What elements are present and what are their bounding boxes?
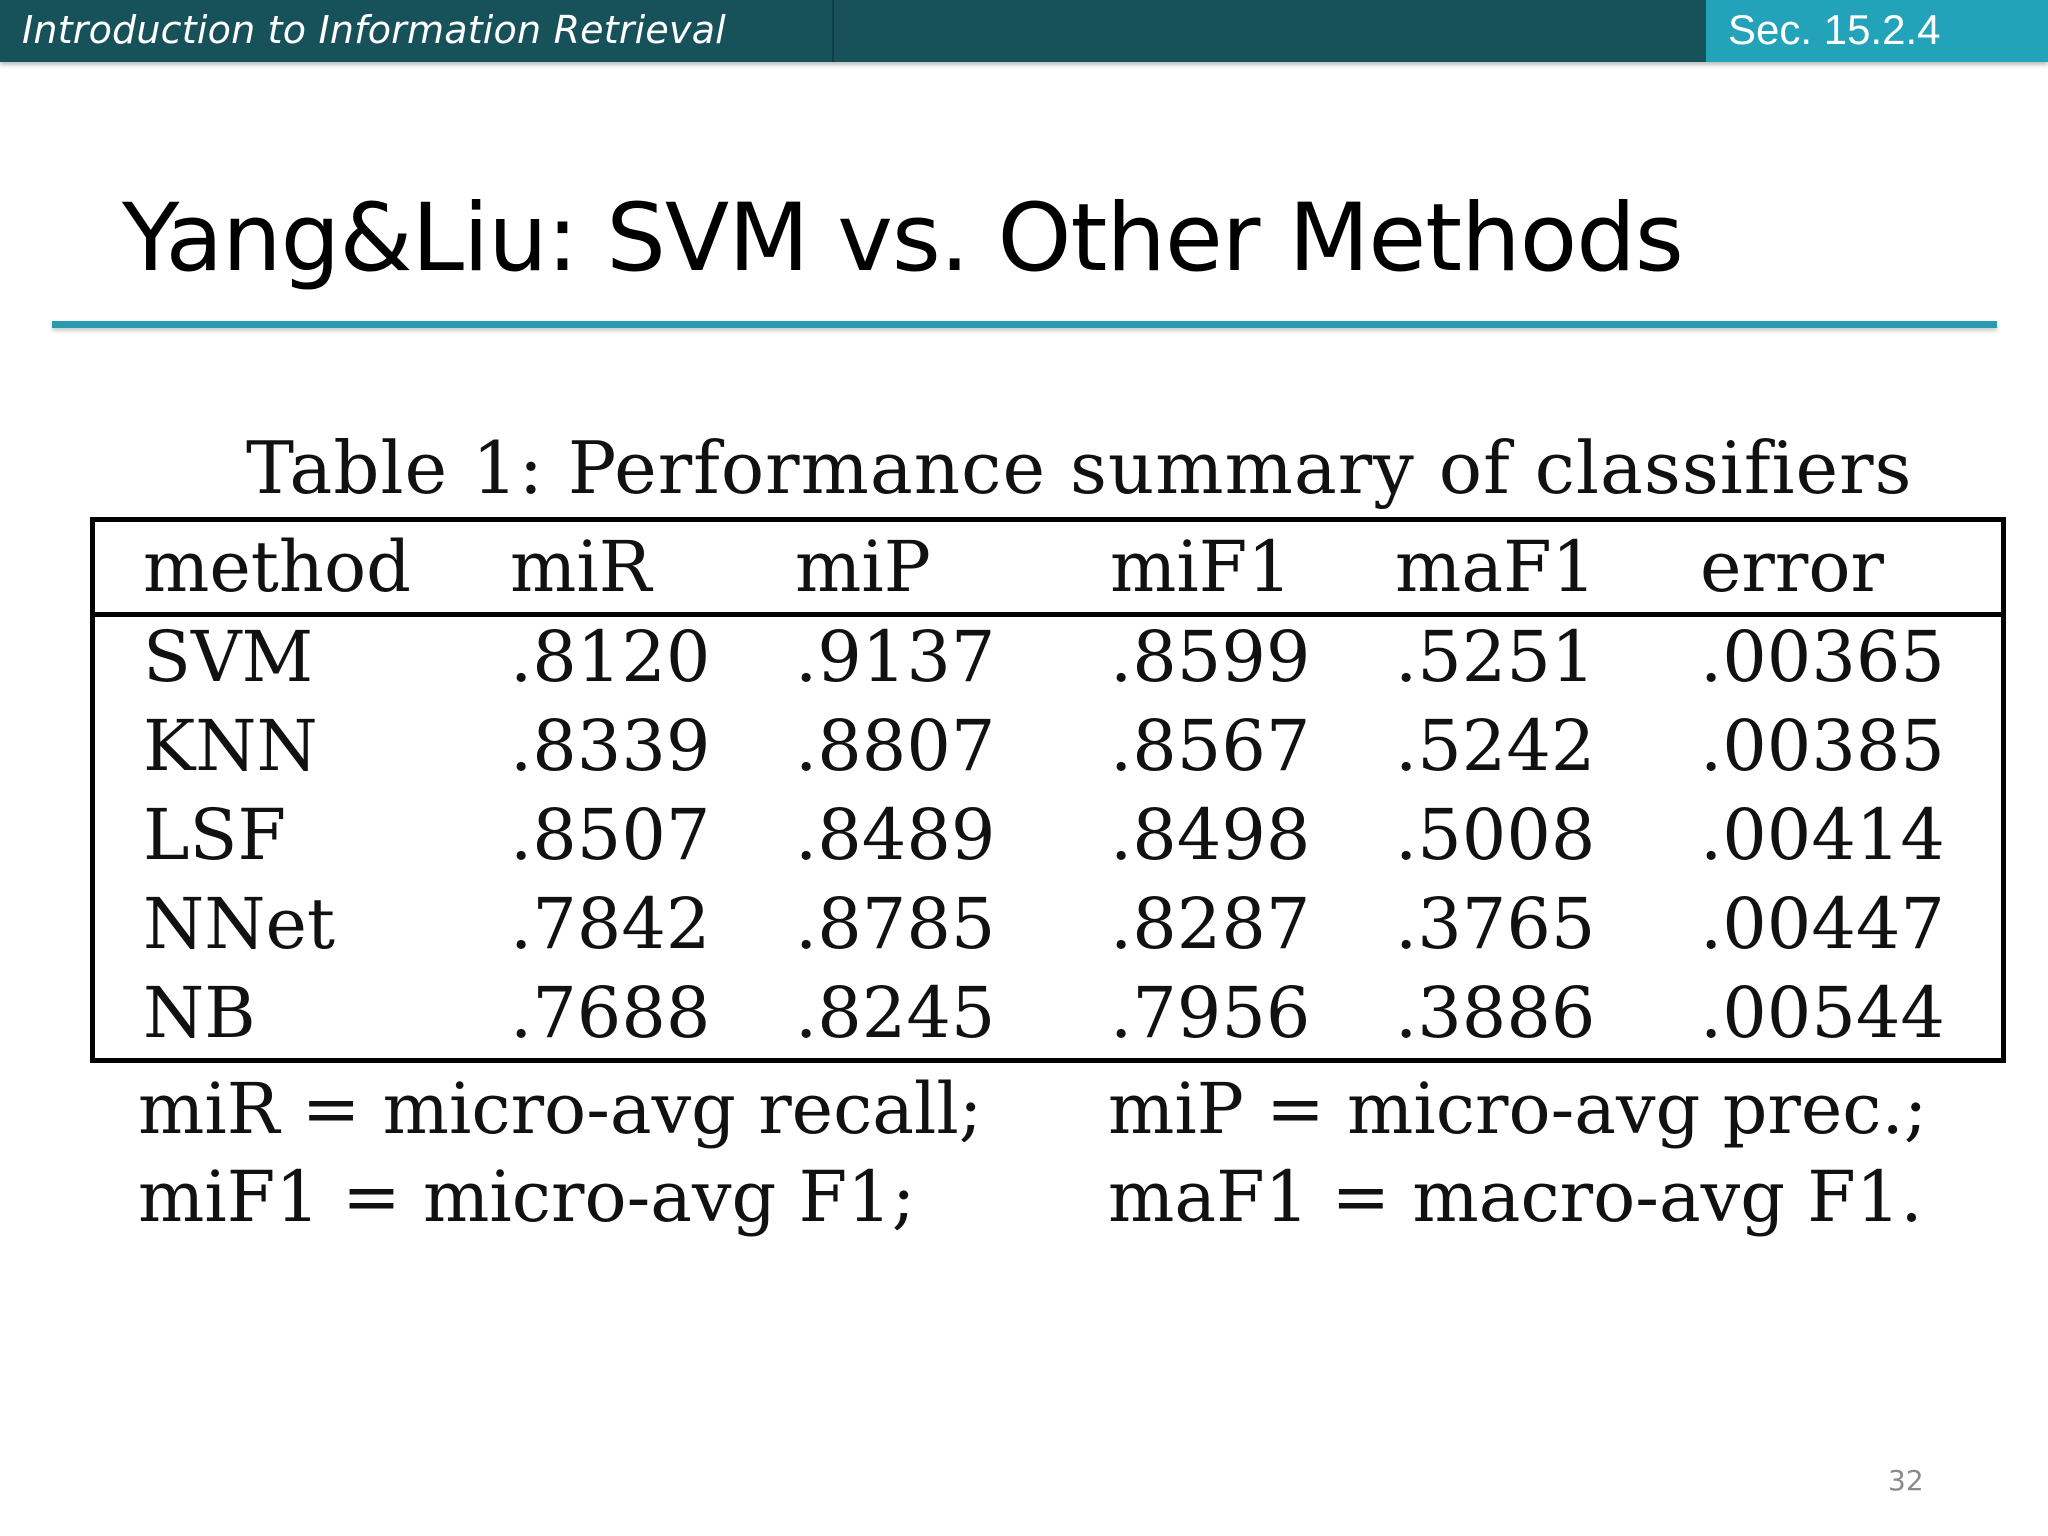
footnote-mif1: miF1 = micro-avg F1;	[138, 1156, 916, 1238]
table-cell-maf1: .5251	[1395, 616, 1596, 698]
table-cell-mif1: .8567	[1110, 705, 1311, 787]
performance-table: method miR miP miF1 maF1 error SVM .8120…	[90, 517, 2006, 1063]
column-header-mip: miP	[795, 526, 931, 608]
table-cell-maf1: .5242	[1395, 705, 1596, 787]
table-header-rule	[95, 612, 2001, 617]
table-cell-mir: .7842	[510, 883, 711, 965]
table-cell-method: LSF	[143, 794, 287, 876]
footnote-mip: miP = micro-avg prec.;	[1108, 1068, 1928, 1150]
footnote-maf1: maF1 = macro-avg F1.	[1108, 1156, 1923, 1238]
table-caption: Table 1: Performance summary of classifi…	[246, 426, 1913, 510]
course-title: Introduction to Information Retrieval	[22, 8, 726, 52]
table-cell-mif1: .8599	[1110, 616, 1311, 698]
table-cell-maf1: .3765	[1395, 883, 1596, 965]
column-header-maf1: maF1	[1395, 526, 1597, 608]
table-cell-method: NNet	[143, 883, 336, 965]
table-cell-error: .00414	[1700, 794, 1945, 876]
table-cell-mif1: .8498	[1110, 794, 1311, 876]
table-cell-method: SVM	[143, 616, 314, 698]
table-cell-mif1: .7956	[1110, 972, 1311, 1054]
table-cell-method: KNN	[143, 705, 318, 787]
table-cell-mip: .8785	[795, 883, 996, 965]
column-header-error: error	[1700, 526, 1884, 608]
table-cell-error: .00365	[1700, 616, 1945, 698]
table-cell-mip: .8807	[795, 705, 996, 787]
top-header-bar: Introduction to Information Retrieval Se…	[0, 0, 2048, 62]
section-label: Sec. 15.2.4	[1728, 6, 1941, 53]
slide-title: Yang&Liu: SVM vs. Other Methods	[122, 184, 1684, 293]
column-header-mir: miR	[510, 526, 652, 608]
table-cell-mip: .8489	[795, 794, 996, 876]
title-underline	[52, 321, 1997, 328]
table-cell-error: .00544	[1700, 972, 1945, 1054]
table-cell-mip: .9137	[795, 616, 996, 698]
table-cell-mir: .8339	[510, 705, 711, 787]
table-cell-mir: .8120	[510, 616, 711, 698]
table-cell-mir: .7688	[510, 972, 711, 1054]
table-cell-error: .00385	[1700, 705, 1945, 787]
column-header-method: method	[143, 526, 411, 608]
table-cell-mif1: .8287	[1110, 883, 1311, 965]
table-cell-method: NB	[143, 972, 256, 1054]
table-cell-maf1: .5008	[1395, 794, 1596, 876]
page-number: 32	[1888, 1464, 1924, 1497]
header-divider	[832, 0, 834, 62]
table-cell-mip: .8245	[795, 972, 996, 1054]
table-cell-maf1: .3886	[1395, 972, 1596, 1054]
column-header-mif1: miF1	[1110, 526, 1292, 608]
table-cell-mir: .8507	[510, 794, 711, 876]
footnote-mir: miR = micro-avg recall;	[138, 1068, 983, 1150]
section-badge: Sec. 15.2.4	[1706, 0, 2048, 62]
table-cell-error: .00447	[1700, 883, 1945, 965]
